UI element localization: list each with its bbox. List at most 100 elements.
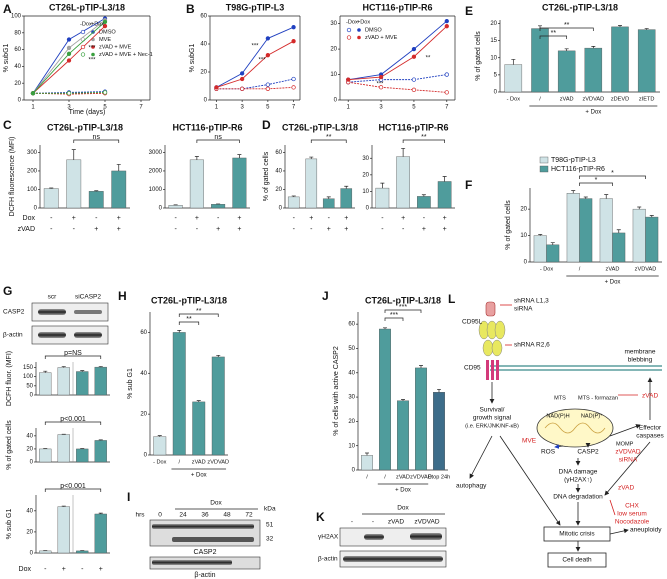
receptor [494, 320, 506, 340]
y-tick-label: 0 [30, 393, 34, 399]
point [411, 54, 417, 59]
legend-marker [80, 29, 86, 35]
error-bar [43, 370, 48, 373]
x-tick-label: - Dox [540, 266, 554, 272]
lane-label: 24 [179, 512, 187, 519]
point [378, 74, 384, 80]
node-label: Effector [639, 425, 662, 432]
x-tick-label: zIETD [639, 96, 655, 102]
point [214, 85, 219, 90]
error-bar [61, 505, 66, 507]
y-tick-label: 100 [11, 14, 22, 20]
bar [88, 191, 104, 209]
annotation: *** [258, 58, 266, 64]
x-tick-label: 5 [103, 105, 107, 111]
bar [645, 216, 659, 263]
bar [599, 198, 613, 263]
legend-marker [357, 35, 361, 40]
error-bar [380, 182, 385, 189]
error-bar [442, 176, 447, 182]
y-tick-label: 40 [275, 169, 282, 175]
y-tick-label: 150 [23, 365, 34, 371]
bar [76, 371, 89, 396]
panel-label: E [465, 4, 473, 18]
row-mark: + [99, 566, 103, 573]
size-label: 32 [266, 536, 274, 543]
y-tick-label: 40 [26, 433, 33, 439]
error-bar [98, 366, 103, 368]
y-tick-label: 60 [348, 322, 355, 328]
bar [66, 159, 82, 209]
row-mark: - [402, 226, 405, 233]
x-tick-label: 7 [292, 105, 296, 111]
row-mark: + [422, 226, 426, 233]
panel-label: L [448, 292, 455, 306]
significance: *** [390, 312, 398, 319]
row-mark: + [237, 226, 241, 233]
node-label: siRNA [514, 306, 533, 313]
x-tick-label: 3 [67, 105, 71, 111]
annotation: ** [426, 56, 431, 62]
point [265, 86, 271, 91]
panel-label: B [186, 2, 195, 16]
point [239, 71, 245, 76]
error-bar [49, 187, 54, 189]
bracket [579, 182, 613, 186]
y-tick-label: 0 [34, 206, 38, 212]
y-tick-label: 0 [30, 460, 34, 466]
row-label: Dox [23, 215, 36, 222]
treatment-label: Dox [210, 500, 222, 507]
y-tick-label: 10 [348, 443, 355, 449]
diagram-labels: CD95L shRNA L1,3 siRNA shRNA R2,6 CD95 m… [456, 298, 664, 564]
panel-label: F [465, 178, 472, 192]
row-label: Dox [19, 566, 32, 573]
y-tick-label: 20 [490, 21, 497, 27]
legend-label: T98G-pTIP-L3 [551, 157, 596, 164]
point [444, 18, 449, 24]
arrow [469, 435, 493, 479]
legend-swatch [539, 165, 549, 173]
group-label: + Dox [191, 473, 207, 479]
error-bar [401, 399, 405, 401]
bar [211, 356, 225, 456]
error-bar [437, 388, 441, 393]
point [66, 91, 72, 96]
bracket [44, 355, 102, 359]
y-tick-label: 20 [275, 187, 282, 193]
panel-label: G [3, 284, 12, 298]
node-label: caspases [636, 433, 664, 440]
x-tick-label: 5 [412, 105, 416, 111]
diagram: CD95L shRNA L1,3 siRNA shRNA R2,6 CD95 m… [456, 298, 664, 568]
point [411, 87, 417, 92]
y-tick-label: 0 [334, 98, 338, 104]
row-mark: - [381, 215, 384, 222]
bar [361, 455, 373, 471]
lane-label: 36 [201, 512, 209, 519]
node-label: DNA damage [559, 469, 598, 476]
node-label: membrane [624, 349, 655, 356]
node-label: autophagy [456, 483, 487, 490]
y-tick-label: 40 [14, 64, 21, 70]
chart-title: CT26L-pTIP-L3/18 [49, 2, 125, 12]
band [152, 524, 254, 529]
y-tick-label: 0 [279, 206, 283, 212]
x-tick-label: zVAD [606, 266, 620, 272]
row-mark: - [174, 215, 177, 222]
row-mark: + [72, 215, 76, 222]
error-bar [80, 370, 85, 372]
y-tick-label: 20 [26, 529, 33, 535]
lane-label: - [351, 519, 353, 526]
x-tick-label: 1 [215, 105, 219, 111]
y-tick-label: 10 [362, 189, 369, 195]
node-label: MVE [522, 438, 537, 445]
significance: ns [93, 134, 101, 141]
bracket [178, 313, 219, 317]
point [66, 58, 72, 63]
row-mark: - [81, 566, 84, 573]
y-tick-label: 20 [200, 70, 207, 76]
inhibit [609, 499, 616, 516]
point [378, 85, 384, 90]
row-mark: - [310, 226, 313, 233]
bar [612, 232, 626, 263]
error-bar [61, 366, 66, 368]
